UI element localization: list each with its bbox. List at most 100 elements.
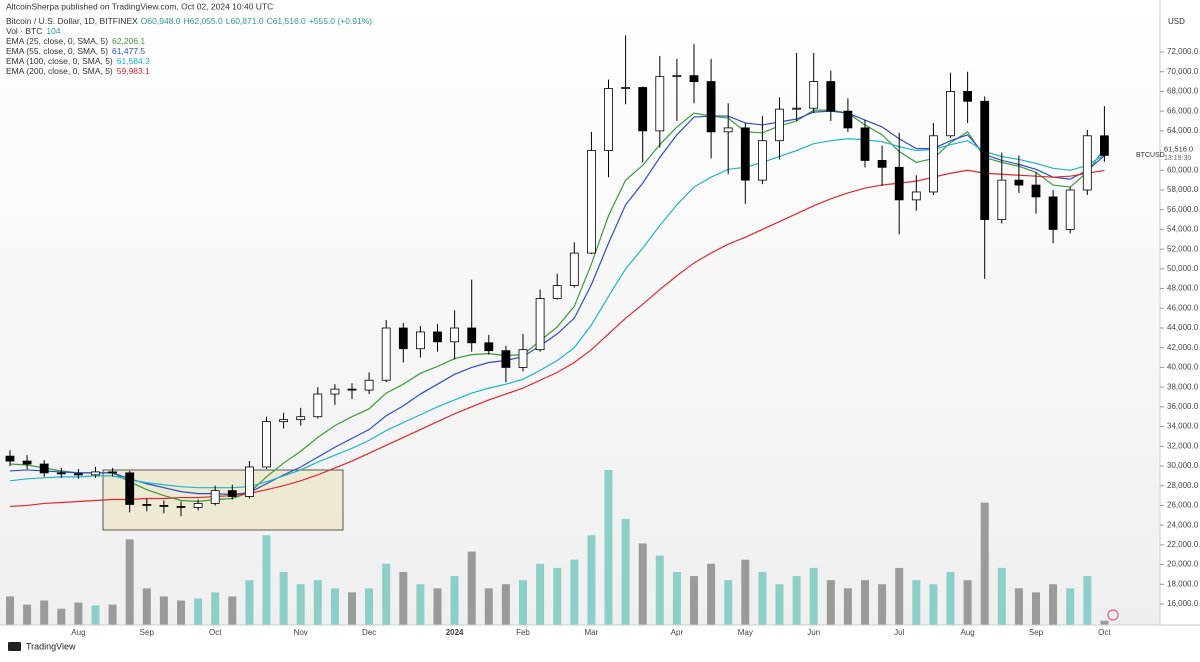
volume-bar [23, 604, 32, 625]
candle-body [262, 421, 271, 468]
axis-layer: 16,000.0 18,000.0 20,000.0 22,000.0 24,000.0… [71, 47, 1199, 637]
candle-body [843, 110, 853, 129]
y-tick-label: 16,000.0 [1167, 599, 1199, 608]
ema-value: 59,983.1 [117, 66, 150, 76]
candle-body [980, 100, 990, 220]
ema-name: EMA (100, close, 0, SMA, 5) [6, 56, 113, 66]
y-tick-label: 36,000.0 [1167, 402, 1199, 411]
y-tick-label: 20,000.0 [1167, 560, 1199, 569]
candle-body [450, 327, 460, 343]
volume-legend: Vol · BTC 104 [6, 26, 61, 36]
x-tick-label: Oct [209, 628, 222, 637]
volume-bar [946, 571, 955, 625]
volume-bar [792, 576, 801, 625]
candle-body [159, 505, 169, 507]
candle-body [963, 91, 972, 102]
candle-body [313, 393, 323, 418]
y-tick-label: 52,000.0 [1167, 244, 1199, 253]
volume-bar [159, 596, 168, 625]
y-tick-label: 56,000.0 [1167, 205, 1199, 214]
ema-line [9, 109, 1105, 503]
volume-bar [672, 571, 681, 625]
ema-legend: EMA (55, close, 0, SMA, 5) 61,477.5 [6, 46, 145, 56]
price-tag: 61,516.0 [1164, 144, 1193, 153]
volume-bar [348, 592, 356, 625]
volume-bar [228, 596, 237, 625]
x-tick-label: Feb [516, 628, 530, 637]
volume-bar [1032, 592, 1040, 625]
ema-legend: EMA (25, close, 0, SMA, 5) 62,206.1 [6, 36, 145, 46]
volume-bar [382, 563, 391, 625]
volume-bar [501, 584, 510, 625]
volume-value: 104 [46, 26, 60, 36]
candle-body [1100, 135, 1109, 156]
volume-bar [843, 588, 852, 625]
ema-line [9, 138, 1105, 489]
y-tick-label: 26,000.0 [1167, 501, 1199, 510]
x-tick-label: Oct [1098, 628, 1111, 637]
y-tick-label: 44,000.0 [1167, 323, 1199, 332]
ohlc-label: +555.0 (+0.91%) [309, 16, 372, 26]
volume-bar [809, 567, 818, 625]
volume-layer [6, 470, 1109, 625]
volume-bar [570, 559, 579, 625]
volume-bar [279, 571, 288, 625]
volume-bar [604, 470, 613, 625]
candle-body [1082, 135, 1092, 191]
ema-layer [9, 109, 1105, 508]
price-tag-bg [1161, 143, 1199, 166]
y-tick-label: 18,000.0 [1167, 579, 1199, 588]
candle-body [1014, 179, 1024, 186]
title: Bitcoin / U.S. Dollar, 1D, BITFINEX O60,9… [6, 16, 372, 26]
candle-body [997, 179, 1007, 220]
volume-bar [536, 563, 545, 625]
candle-body [433, 331, 442, 343]
ema-line [9, 110, 1105, 496]
ema-value: 62,206.1 [112, 36, 145, 46]
x-tick-label: Apr [671, 628, 684, 637]
candle-body [227, 490, 237, 497]
candle-body [604, 88, 613, 151]
candle-body [56, 472, 66, 475]
volume-bar [467, 551, 476, 625]
volume-bar [758, 571, 767, 625]
volume-bar [40, 600, 49, 625]
legend: Bitcoin / U.S. Dollar, 1D, BITFINEX O60,9… [6, 16, 372, 76]
ema-name: EMA (55, close, 0, SMA, 5) [6, 46, 108, 56]
volume-bar [74, 602, 83, 625]
y-tick-label: 68,000.0 [1167, 87, 1199, 96]
candle-body [142, 504, 152, 506]
candle-body [501, 350, 511, 368]
volume-bar [296, 584, 305, 625]
volume-bar [980, 502, 989, 625]
volume-bar [878, 584, 887, 625]
volume-bar [690, 576, 698, 625]
candle-body [894, 166, 904, 201]
ema-legend: EMA (100, close, 0, SMA, 5) 61,584.3 [6, 56, 150, 66]
x-tick-label: May [738, 628, 753, 637]
candle-layer [5, 35, 1109, 517]
candle-body [296, 416, 306, 421]
plot-background [0, 0, 1160, 625]
candle-body [929, 135, 938, 193]
volume-bar [707, 563, 716, 625]
volume-bar [724, 580, 733, 625]
brand-logo [8, 642, 21, 651]
candle-body [792, 107, 801, 110]
candle-body [364, 379, 374, 391]
volume-bar [553, 567, 562, 625]
volume-bar [245, 580, 254, 625]
volume-name: Vol · BTC [6, 26, 42, 36]
volume-bar [6, 596, 14, 625]
volume-bar [416, 584, 425, 625]
y-tick-label: 38,000.0 [1167, 382, 1199, 391]
candle-body [467, 327, 477, 344]
y-tick-label: 66,000.0 [1167, 106, 1199, 115]
candle-body [535, 298, 545, 351]
volume-bar [997, 567, 1006, 625]
x-tick-label: Nov [294, 628, 308, 637]
candle-body [39, 463, 49, 474]
ema-value: 61,477.5 [112, 46, 145, 56]
